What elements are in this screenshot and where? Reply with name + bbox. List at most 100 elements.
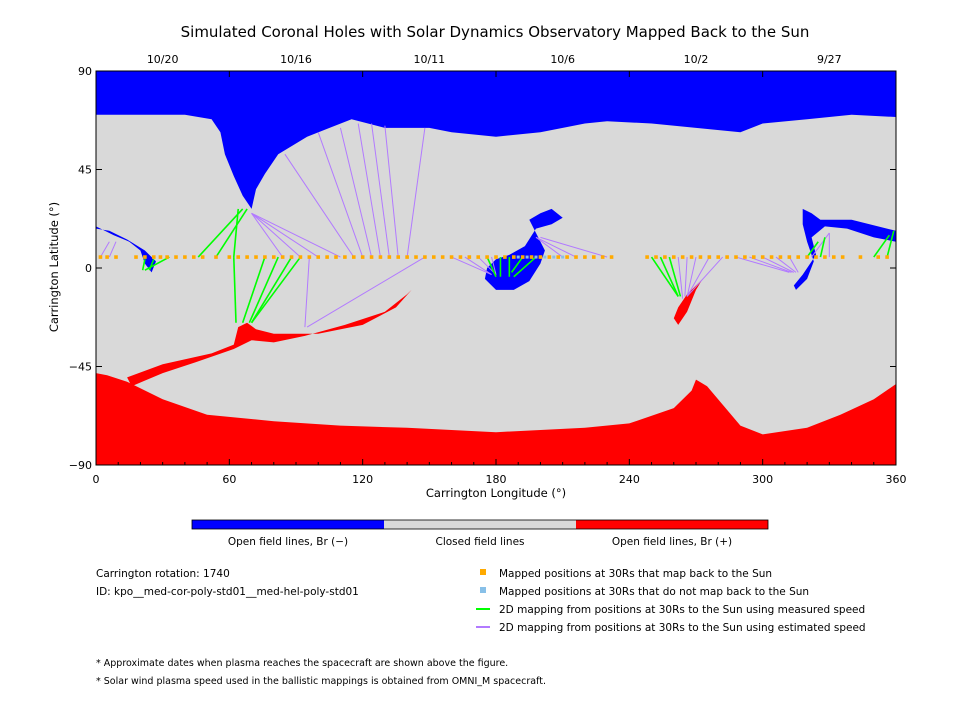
measured-mapping-line [215,208,248,258]
estimated-mapping-line [775,256,797,273]
mapped-position-marker [716,255,721,259]
mapped-position-marker [671,255,676,259]
mapped-position-marker [787,255,792,259]
mapped-position-marker [351,255,356,259]
estimated-mapping-line [339,127,373,258]
region-south-tongue [127,289,412,387]
mapped-position-marker [565,255,569,259]
unmapped-position-marker [552,255,556,259]
mapped-position-marker [751,255,756,259]
mapped-position-marker [143,255,147,259]
y-tick-label: 0 [85,262,92,275]
mapped-position-marker [387,255,392,259]
colorbar-label: Closed field lines [435,536,524,548]
mapped-position-marker [191,255,196,259]
measured-mapping-line [232,257,237,323]
mapped-position-marker [680,255,685,259]
measured-mapping-line [819,237,826,258]
mapped-position-marker [494,255,498,259]
mapped-position-marker [236,255,241,259]
mapped-position-marker [414,255,418,259]
estimated-mapping-line [749,256,792,273]
estimated-mapping-line [535,236,563,258]
mapped-position-marker [431,255,436,259]
date-tick-label: 10/6 [550,53,575,66]
measured-mapping-line [486,256,497,278]
measured-mapping-line [148,258,155,271]
mapped-position-marker [289,255,294,259]
measured-mapping-line [141,259,146,271]
mapped-position-marker [654,255,658,259]
mapped-position-marker [263,255,267,259]
mapped-position-marker [707,255,712,259]
estimated-mapping-line [686,256,697,297]
date-tick-label: 9/27 [817,53,842,66]
mapped-position-marker [476,255,481,259]
x-tick-label: 60 [222,473,236,486]
y-tick-label: 45 [78,164,92,177]
estimated-speed-mappings [100,123,830,328]
x-axis-label: Carrington Longitude (°) [426,486,566,500]
mapped-position-marker [725,255,729,259]
estimated-mapping-line [317,132,364,258]
measured-mapping-line [513,256,537,278]
unmapped-position-marker [525,255,529,259]
mapped-position-marker [458,255,463,259]
estimated-mapping-line [251,212,341,258]
estimated-mapping-line [491,256,497,275]
mapped-position-marker [467,255,472,259]
x-tick-label: 240 [619,473,640,486]
legend-label: 2D mapping from positions at 30Rs to the… [499,622,866,634]
colorbar-frame [191,519,769,530]
mapped-position-marker [760,255,765,259]
mapped-position-marker [778,255,783,259]
legend-label: Mapped positions at 30Rs that do not map… [499,586,809,598]
mapped-position-marker [831,255,836,259]
mapped-position-marker [405,255,409,259]
mapped-position-marker [663,255,667,259]
estimated-mapping-line [371,123,390,258]
measured-mapping-line [250,256,302,324]
colorbar-label: Open field lines, Br (−) [228,536,348,548]
mapped-position-marker [734,255,738,259]
plot-area [95,70,897,466]
mapped-position-marker [583,255,587,259]
mapped-position-marker [396,255,401,259]
unmapped-position-marker [516,255,520,259]
mapped-position-marker [360,255,365,259]
mapped-positions [98,255,889,259]
measured-mapping-line [650,256,679,297]
estimated-mapping-line [677,257,684,299]
mapped-position-marker [151,255,156,259]
mapped-position-marker [158,255,163,259]
mapped-position-marker [423,255,427,259]
estimated-mapping-line [100,241,110,258]
mapped-position-marker [378,255,383,259]
mapped-position-marker [334,255,338,259]
mapped-position-marker [591,255,596,259]
mapped-position-marker [307,255,312,259]
legend-label: 2D mapping from positions at 30Rs to the… [499,604,865,616]
estimated-mapping-line [406,127,426,258]
mapped-position-marker [325,255,329,259]
colorbar-segment [576,520,768,529]
x-tick-label: 120 [352,473,373,486]
measured-mapping-line [197,208,244,258]
mapped-position-marker [343,255,347,259]
y-axis-ticks: −90 −45 0 45 90 [69,65,896,472]
mapped-position-marker [369,255,374,259]
estimated-mapping-line [540,236,608,258]
estimated-mapping-line [686,256,710,297]
mapped-position-marker [840,255,845,259]
mapped-position-marker [520,255,525,259]
unmapped-position-marker [561,255,565,259]
mapped-position-marker [556,255,561,259]
mapped-position-marker [529,255,534,259]
x-tick-label: 300 [752,473,773,486]
estimated-mapping-line [306,256,426,328]
y-tick-label: −45 [69,361,92,374]
mapped-position-marker [254,255,258,259]
open-field-regions [96,71,896,465]
measured-mapping-line [886,230,895,258]
